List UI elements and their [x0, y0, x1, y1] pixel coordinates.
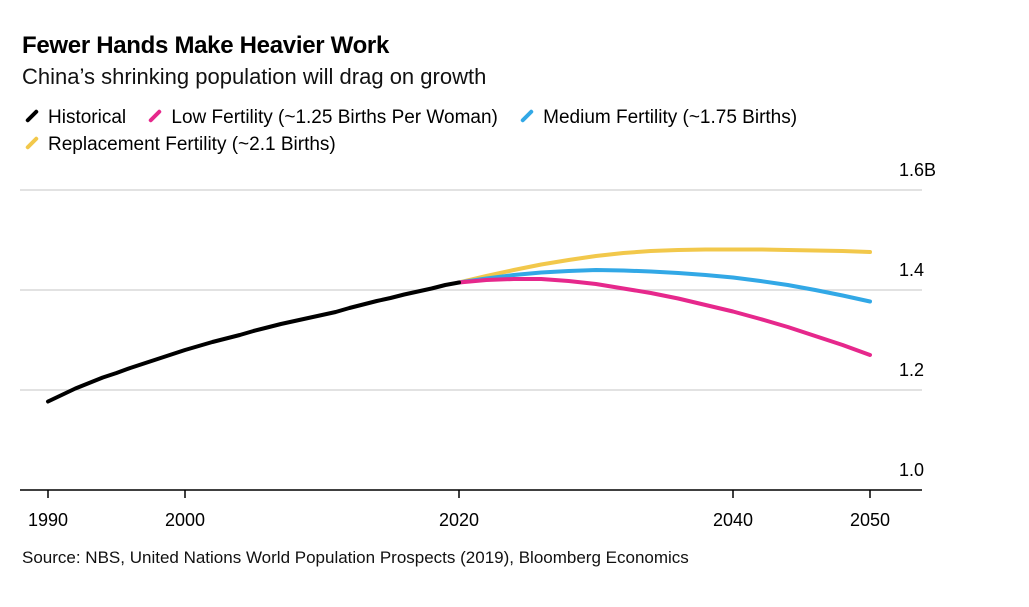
x-tick-label: 2020 — [439, 510, 479, 530]
y-tick-label: 1.4 — [899, 260, 924, 280]
x-tick-label: 2000 — [165, 510, 205, 530]
chart-subtitle: China’s shrinking population will drag o… — [22, 64, 487, 89]
legend-item-medium-fertility: Medium Fertility (~1.75 Births) — [517, 104, 797, 131]
legend-item-historical: Historical — [22, 104, 126, 131]
legend-label-historical: Historical — [48, 107, 127, 128]
series-line-low — [457, 277, 872, 357]
x-tick-label: 2050 — [850, 510, 890, 530]
legend-label-low-fertility: Low Fertility (~1.25 Births Per Woman) — [171, 107, 498, 128]
series-line-historical — [46, 280, 461, 404]
legend-item-replacement-fertility: Replacement Fertility (~2.1 Births) — [22, 131, 336, 158]
chart-legend: Historical Low Fertility (~1.25 Births P… — [22, 104, 982, 158]
x-axis — [20, 489, 922, 498]
legend-label-replacement-fertility: Replacement Fertility (~2.1 Births) — [48, 134, 336, 155]
legend-label-medium-fertility: Medium Fertility (~1.75 Births) — [543, 107, 798, 128]
tick-labels: 1.0 1.2 1.4 1.6B 1990 2000 2020 2040 2050 — [28, 160, 936, 530]
series-line-medium — [457, 268, 872, 304]
x-tick-label: 2040 — [713, 510, 753, 530]
gridlines — [20, 189, 922, 391]
y-tick-label: 1.2 — [899, 360, 924, 380]
series-lines — [46, 247, 872, 404]
source-note: Source: NBS, United Nations World Popula… — [22, 548, 689, 567]
x-tick-label: 1990 — [28, 510, 68, 530]
chart-title: Fewer Hands Make Heavier Work — [22, 32, 390, 59]
y-tick-label: 1.0 — [899, 460, 924, 480]
legend-item-low-fertility: Low Fertility (~1.25 Births Per Woman) — [145, 104, 498, 131]
y-tick-label: 1.6B — [899, 160, 936, 180]
series-line-replacement — [457, 247, 872, 285]
